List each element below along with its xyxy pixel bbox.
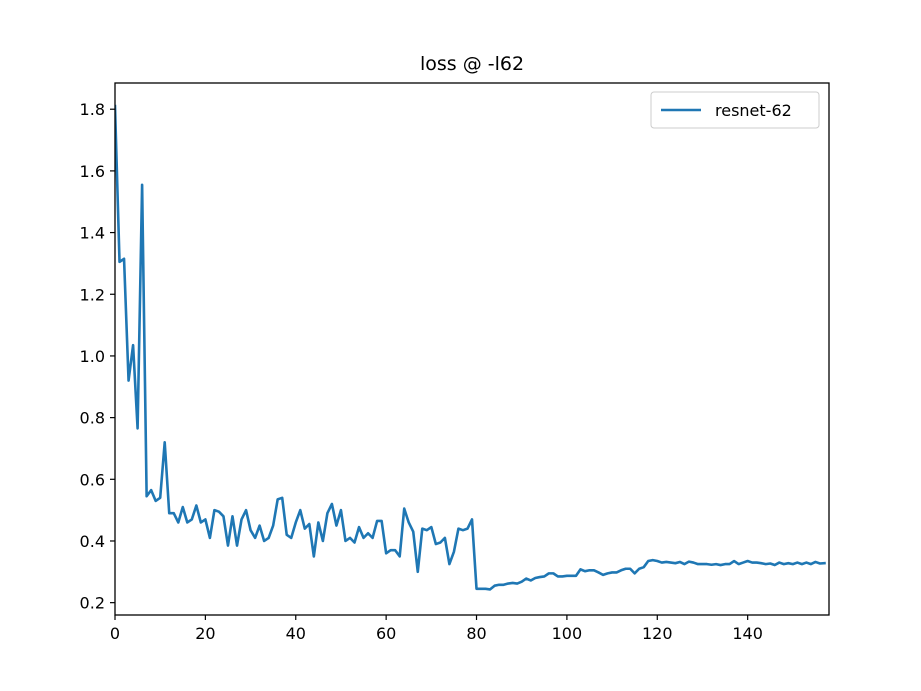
axis-ticks: 0 20 40 60 80 100 120 140 0.2 0.4 0.6 0.8 1.0 1.2 1.4 1… [80, 100, 763, 643]
y-tick-label: 0.8 [80, 409, 105, 428]
y-tick-label: 0.6 [80, 470, 105, 489]
y-tick-label: 0.4 [80, 532, 105, 551]
legend-box [650, 91, 820, 129]
y-tick-label: 1.4 [80, 224, 105, 243]
axes-frame [114, 82, 830, 616]
x-tick-label: 80 [466, 624, 486, 643]
y-tick-label: 1.0 [80, 347, 105, 366]
x-tick-label: 60 [376, 624, 396, 643]
legend-label: resnet-62 [715, 101, 792, 120]
x-tick-label: 100 [552, 624, 583, 643]
series-line-0 [115, 104, 826, 591]
x-tick-label: 20 [195, 624, 215, 643]
x-tick-label: 0 [110, 624, 120, 643]
y-tick-label: 1.6 [80, 162, 105, 181]
x-tick-label: 140 [732, 624, 763, 643]
legend: resnet-62 [650, 91, 820, 129]
chart-title: loss @ -l62 [420, 53, 524, 75]
x-tick-label: 40 [286, 624, 306, 643]
y-tick-label: 0.2 [80, 594, 105, 613]
y-tick-label: 1.2 [80, 285, 105, 304]
y-tick-label: 1.8 [80, 100, 105, 119]
plot-area [114, 82, 830, 616]
x-tick-label: 120 [642, 624, 673, 643]
